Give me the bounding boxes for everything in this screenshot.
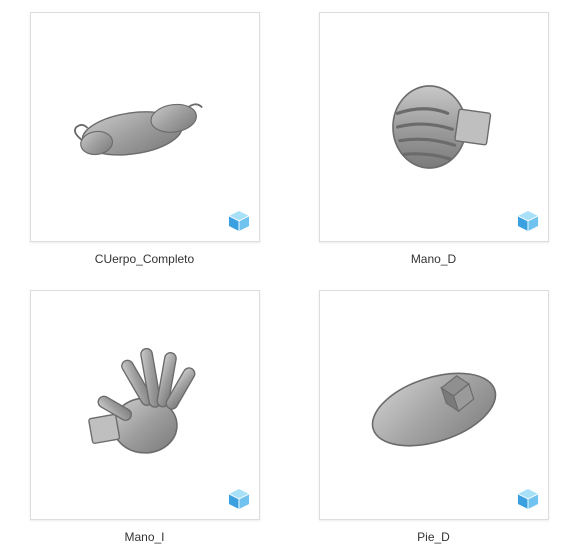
file-item[interactable]: Mano_D xyxy=(289,0,578,278)
file-thumbnail-grid: CUerpo_Completo xyxy=(0,0,578,556)
thumbnail xyxy=(319,12,549,242)
thumbnail xyxy=(30,12,260,242)
model-preview-torso xyxy=(31,13,259,241)
file-label: CUerpo_Completo xyxy=(95,252,194,266)
file-label: Pie_D xyxy=(417,530,450,544)
file-label: Mano_D xyxy=(411,252,456,266)
model-preview-hand-left xyxy=(31,291,259,519)
file-item[interactable]: Mano_I xyxy=(0,278,289,556)
model-preview-hand-right xyxy=(320,13,548,241)
model-preview-foot xyxy=(320,291,548,519)
file-label: Mano_I xyxy=(124,530,164,544)
file-item[interactable]: CUerpo_Completo xyxy=(0,0,289,278)
thumbnail xyxy=(319,290,549,520)
thumbnail xyxy=(30,290,260,520)
file-item[interactable]: Pie_D xyxy=(289,278,578,556)
